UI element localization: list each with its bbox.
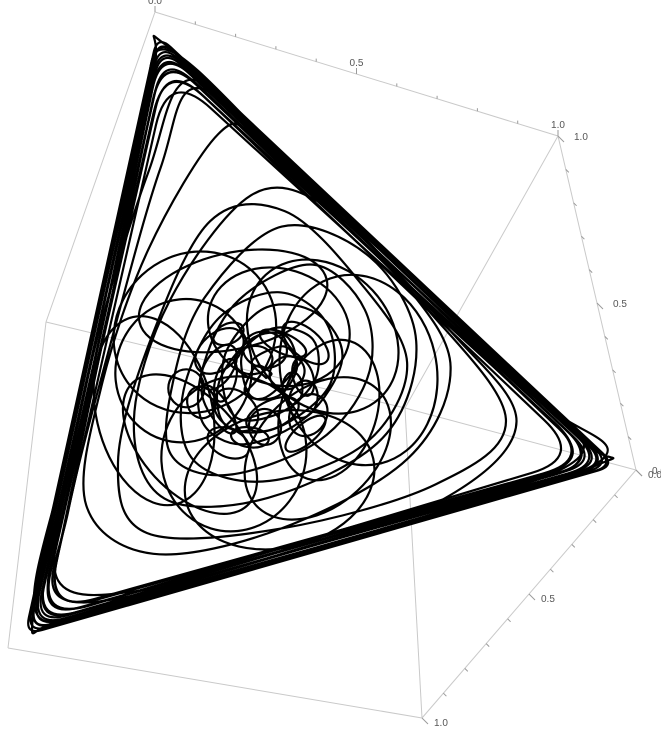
tick-mark <box>443 692 447 697</box>
box-edge <box>404 407 423 719</box>
tick-mark <box>627 436 632 440</box>
tick-mark <box>421 717 429 725</box>
tick-mark <box>612 369 616 374</box>
tick-mark <box>573 202 577 207</box>
trajectory-loop <box>32 51 598 627</box>
trajectory-layer <box>27 34 615 635</box>
tick-mark <box>507 618 511 623</box>
tick-label: 1.0 <box>434 718 448 729</box>
tick-mark <box>464 668 469 672</box>
trajectory-loop <box>53 91 574 604</box>
tick-mark <box>614 494 618 499</box>
box-edge <box>7 321 47 649</box>
tick-mark <box>565 169 570 173</box>
trajectory-loop <box>36 60 586 622</box>
trajectory-loop <box>35 56 599 624</box>
tick-label: 1.0 <box>551 120 565 131</box>
trajectory-loop <box>243 376 393 521</box>
tick-label: 0.0 <box>652 466 661 477</box>
trajectory-loop <box>46 80 563 611</box>
trajectory-loop <box>212 357 239 403</box>
trajectory-loop <box>121 373 259 515</box>
tick-mark <box>596 302 604 310</box>
tick-label: 0.0 <box>148 0 162 7</box>
trajectory-loop <box>278 273 439 467</box>
tick-mark <box>604 336 609 340</box>
trajectory-loop <box>39 54 593 619</box>
trajectory-loop <box>291 357 316 397</box>
trajectory-loop <box>112 250 278 415</box>
tick-mark <box>528 593 536 601</box>
trajectory-loop <box>199 343 239 391</box>
tick-mark <box>557 135 565 143</box>
tick-mark <box>571 544 576 548</box>
tick-mark <box>588 269 593 273</box>
tick-mark <box>635 469 643 477</box>
tick-mark <box>620 402 624 407</box>
tick-label: 0.0 <box>648 470 661 481</box>
axis-ticks: 0.00.51.01.00.50.00.00.51.0 <box>148 0 661 729</box>
tick-label: 0.5 <box>613 299 627 310</box>
trajectory-loop <box>47 79 582 610</box>
trajectory-loop <box>41 68 591 617</box>
box-edge <box>45 321 406 409</box>
tick-label: 0.5 <box>541 594 555 605</box>
tick-mark <box>592 519 597 523</box>
box-edge <box>45 11 156 323</box>
tick-label: 1.0 <box>574 132 588 143</box>
tick-mark <box>550 568 554 573</box>
tick-label: 0.5 <box>350 58 364 69</box>
trajectory-loop <box>241 330 289 369</box>
trajectory-loop <box>27 41 610 633</box>
trajectory-loop <box>46 62 583 611</box>
box-edge <box>7 647 423 719</box>
trajectory-loop <box>212 321 245 347</box>
tick-mark <box>485 643 490 647</box>
trajectory-loop <box>281 320 330 366</box>
trajectory-loop <box>114 297 254 444</box>
box-edge <box>404 135 559 409</box>
trajectory-loop <box>92 315 216 507</box>
tick-mark <box>581 235 585 240</box>
trajectory-loop <box>245 258 400 415</box>
trajectory-loop <box>206 266 351 388</box>
